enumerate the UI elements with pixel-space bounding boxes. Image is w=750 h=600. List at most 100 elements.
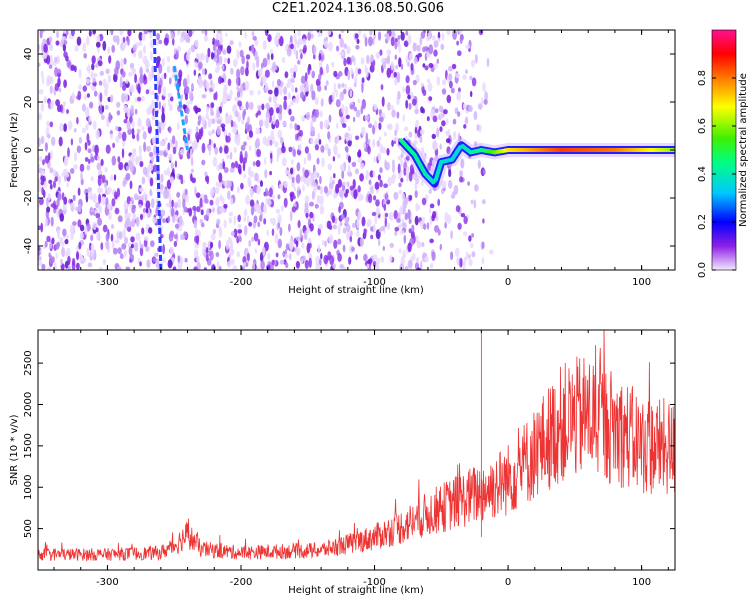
noise-blob	[267, 252, 271, 260]
noise-blob	[301, 255, 306, 262]
noise-blob	[139, 161, 144, 168]
noise-blob	[175, 50, 179, 59]
noise-blob	[357, 149, 362, 158]
noise-blob	[49, 150, 54, 160]
noise-blob	[194, 228, 199, 237]
noise-blob	[468, 235, 472, 242]
noise-blob	[51, 237, 55, 245]
noise-blob	[245, 54, 251, 60]
noise-blob	[63, 252, 69, 257]
noise-blob	[229, 151, 233, 160]
noise-blob	[237, 223, 242, 229]
noise-blob	[146, 259, 151, 268]
noise-blob	[161, 74, 165, 81]
tick-label: -200	[230, 577, 253, 588]
noise-blob	[319, 195, 324, 206]
noise-blob	[212, 156, 218, 167]
noise-blob	[304, 146, 309, 154]
noise-blob	[275, 119, 280, 129]
noise-blob	[216, 109, 220, 118]
noise-blob	[129, 258, 132, 263]
noise-blob	[263, 204, 267, 214]
tick-label: 500	[23, 519, 34, 538]
noise-blob	[216, 48, 222, 56]
noise-blob	[183, 206, 188, 213]
noise-blob	[146, 107, 151, 116]
noise-blob	[175, 140, 178, 149]
noise-blob	[376, 140, 381, 148]
noise-blob	[327, 148, 331, 157]
noise-blob	[358, 210, 362, 219]
noise-blob	[318, 73, 322, 81]
noise-blob	[320, 252, 323, 260]
noise-blob	[77, 90, 82, 101]
noise-blob	[90, 156, 95, 162]
noise-blob	[366, 54, 370, 64]
noise-blob	[177, 45, 182, 53]
noise-blob	[374, 120, 378, 130]
noise-blob	[283, 95, 287, 101]
noise-blob	[227, 260, 232, 268]
noise-blob	[446, 94, 452, 104]
noise-blob	[205, 81, 210, 91]
noise-blob	[71, 260, 76, 270]
noise-blob	[82, 85, 88, 92]
noise-blob	[193, 219, 198, 229]
noise-blob	[86, 66, 91, 72]
noise-blob	[229, 167, 235, 173]
noise-blob	[445, 138, 451, 144]
tick-label: -300	[96, 577, 119, 588]
noise-blob	[394, 226, 400, 232]
noise-blob	[290, 195, 296, 200]
noise-blob	[459, 34, 463, 45]
noise-blob	[227, 95, 232, 100]
noise-blob	[316, 157, 320, 165]
noise-blob	[134, 242, 139, 252]
noise-blob	[125, 165, 130, 171]
noise-blob	[193, 69, 196, 76]
noise-blob	[138, 50, 143, 59]
noise-blob	[40, 136, 45, 145]
noise-blob	[375, 51, 380, 60]
noise-blob	[387, 123, 393, 131]
noise-blob	[41, 75, 45, 85]
noise-blob	[347, 139, 352, 147]
noise-blob	[162, 258, 166, 263]
noise-blob	[400, 159, 403, 168]
noise-blob	[288, 108, 292, 116]
noise-blob	[296, 39, 300, 49]
noise-blob	[120, 253, 124, 260]
noise-blob	[249, 199, 255, 208]
noise-blob	[208, 138, 212, 146]
noise-blob	[48, 64, 53, 69]
noise-blob	[380, 84, 384, 91]
noise-blob	[262, 40, 267, 50]
noise-blob	[139, 187, 144, 192]
noise-blob	[131, 127, 135, 136]
noise-blob	[130, 243, 134, 249]
noise-blob	[222, 161, 226, 170]
noise-blob	[85, 192, 89, 203]
noise-blob	[390, 36, 395, 47]
noise-blob	[194, 186, 197, 196]
noise-blob	[40, 103, 45, 112]
noise-blob	[38, 89, 44, 95]
noise-blob	[333, 146, 338, 156]
noise-blob	[90, 208, 95, 213]
noise-blob	[279, 226, 283, 236]
noise-blob	[203, 35, 208, 42]
noise-blob	[293, 71, 296, 79]
noise-blob	[116, 187, 121, 198]
tick-label: 0.6	[697, 118, 708, 134]
noise-blob	[389, 242, 394, 248]
noise-blob	[148, 151, 154, 158]
noise-blob	[240, 66, 245, 76]
noise-blob	[131, 148, 137, 157]
noise-blob	[205, 253, 209, 262]
noise-blob	[230, 67, 234, 75]
noise-blob	[109, 133, 113, 140]
noise-blob	[386, 49, 392, 56]
noise-blob	[420, 106, 424, 114]
noise-blob	[185, 33, 190, 43]
noise-blob	[99, 92, 103, 103]
